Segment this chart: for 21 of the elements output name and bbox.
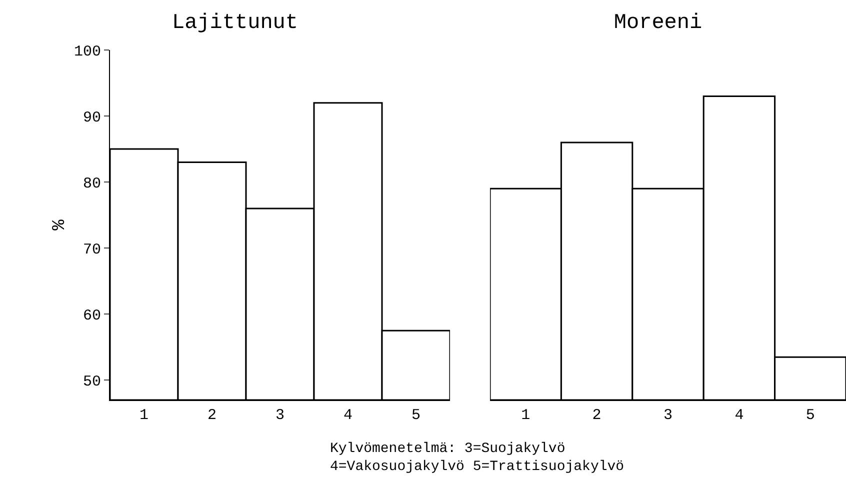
text: Kylvömenetelmä: 3=Suojakylvö — [330, 440, 566, 458]
x-tick-label: 4 — [343, 407, 353, 424]
y-axis-title: % — [50, 219, 70, 230]
x-tick-label: 5 — [806, 407, 815, 424]
x-tick-label: 1 — [521, 407, 530, 424]
chart-title: Moreeni — [614, 12, 702, 35]
x-tick-label: 3 — [275, 407, 285, 424]
y-tick-label: 80 — [82, 175, 101, 192]
y-tick-label: 90 — [82, 109, 101, 126]
x-tick-label: 2 — [207, 407, 217, 424]
x-tick-label: 1 — [139, 407, 149, 424]
y-tick-label: 100 — [74, 43, 101, 60]
y-tick-label: 50 — [82, 373, 101, 390]
x-tick-label: 3 — [663, 407, 673, 424]
y-tick-label: 60 — [82, 307, 101, 324]
x-tick-label: 2 — [592, 407, 602, 424]
chart-title: Lajittunut — [172, 12, 298, 35]
x-tick-label: 4 — [734, 407, 744, 424]
y-tick-label: 70 — [82, 241, 101, 258]
x-tick-label: 5 — [411, 407, 421, 424]
text: 4=Vakosuojakylvö 5=Trattisuojakylvö — [330, 458, 626, 476]
